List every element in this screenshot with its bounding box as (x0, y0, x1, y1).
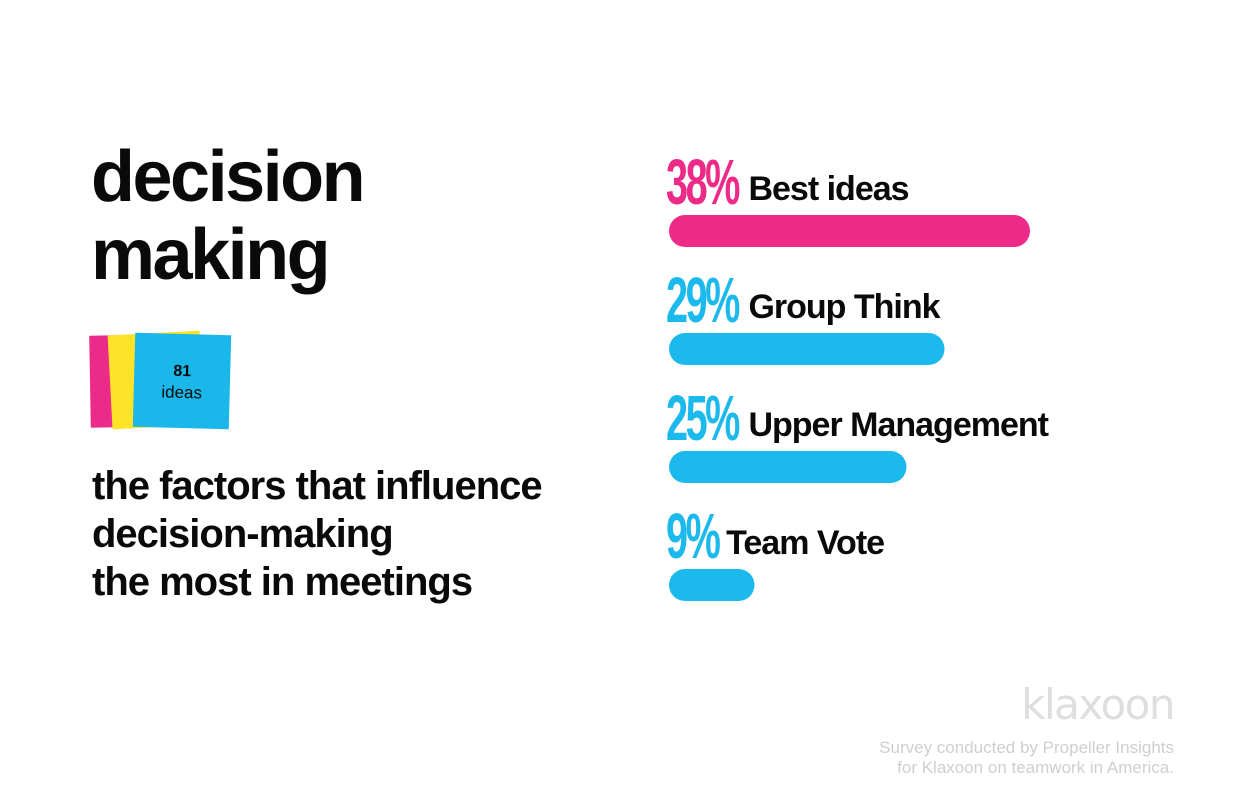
bar-upper-management (669, 451, 907, 483)
klaxoon-logo: klaxoon (1021, 680, 1175, 729)
subtitle-line-1: the factors that influence (92, 464, 543, 508)
percent-label: 9% (666, 502, 720, 573)
category-label: Team Vote (726, 524, 884, 562)
bar-group-think (669, 333, 945, 365)
category-label: Best ideas (748, 170, 908, 208)
subtitle-line-3: the most in meetings (92, 560, 473, 604)
percent-label: 25% (666, 384, 739, 455)
bar-best-ideas (669, 215, 1030, 247)
page-title: decision making (91, 137, 366, 295)
title-line-2: making (91, 215, 331, 295)
footnote-line-2: for Klaxoon on teamwork in America. (897, 758, 1174, 777)
subtitle-line-2: decision-making (92, 512, 394, 556)
title-line-1: decision (91, 137, 366, 217)
footnote-line-1: Survey conducted by Propeller Insights (879, 738, 1174, 757)
percent-label: 38% (666, 148, 739, 219)
survey-footnote: Survey conducted by Propeller Insights f… (879, 738, 1174, 778)
category-label: Upper Management (748, 406, 1048, 444)
bar-team-vote (669, 569, 755, 601)
percent-label: 29% (666, 266, 739, 337)
subtitle: the factors that influence decision-maki… (92, 462, 632, 606)
category-label: Group Think (748, 288, 940, 326)
